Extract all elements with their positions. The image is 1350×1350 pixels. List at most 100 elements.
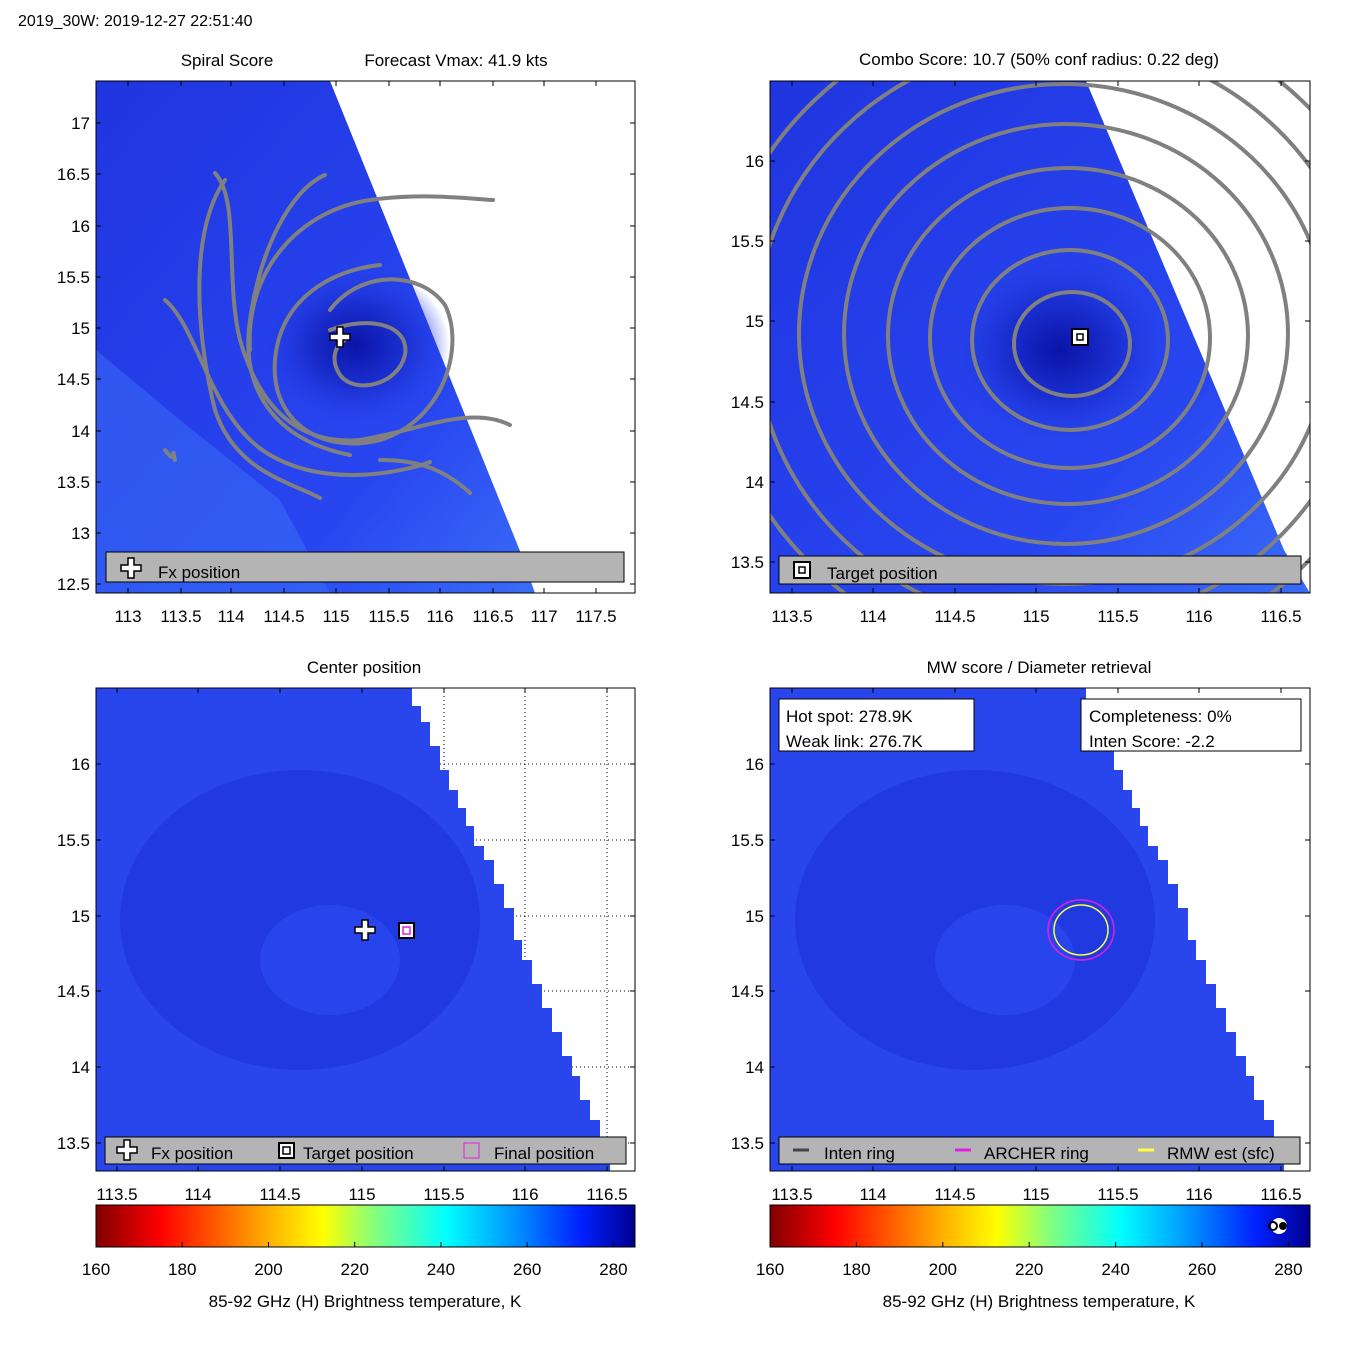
x-tick-label: 114.5 — [263, 607, 304, 626]
y-tick-label: 16.5 — [57, 165, 90, 184]
x-tick-label: 116 — [1185, 607, 1212, 626]
x-tick-label: 115.5 — [1097, 607, 1138, 626]
legend-label: Target position — [303, 1144, 414, 1163]
colorbar-tick-label: 280 — [599, 1260, 627, 1279]
colorbar-tick-label: 200 — [254, 1260, 282, 1279]
y-tick-label: 16 — [745, 755, 764, 774]
final-legend-icon — [463, 1142, 480, 1159]
y-tick-label: 14.5 — [731, 393, 764, 412]
panel-spiral-score: Spiral Score Forecast Vmax: 41.9 kts — [57, 51, 636, 626]
x-tick-label: 115 — [322, 607, 349, 626]
legend-box — [104, 1136, 627, 1165]
y-tick-label: 15 — [71, 319, 90, 338]
x-tick-label: 113.5 — [771, 607, 812, 626]
x-tick-label: 113 — [114, 607, 141, 626]
x-tick-label: 115 — [1022, 1185, 1049, 1204]
eye-symbol-icon — [1268, 1218, 1287, 1234]
legend-label: Target position — [827, 564, 938, 583]
legend-label: ARCHER ring — [984, 1144, 1089, 1163]
panel-center-position: Center position — [57, 658, 636, 1204]
target-marker — [398, 922, 415, 939]
colorbar-right: 160 180 200 220 240 260 280 85-92 GHz (H) Brig… — [756, 1204, 1311, 1311]
panel-title: Combo Score: 10.7 (50% conf radius: 0.22… — [859, 50, 1219, 69]
y-tick-label: 15 — [745, 907, 764, 926]
y-tick-label: 15.5 — [57, 831, 90, 850]
colorbar-tick-label: 220 — [1015, 1260, 1043, 1279]
spiral-contours — [163, 171, 512, 500]
colorbar-tick-label: 260 — [1188, 1260, 1216, 1279]
y-tick-label: 16 — [745, 152, 764, 171]
legend-label: Inten ring — [824, 1144, 895, 1163]
x-tick-label: 116 — [426, 607, 453, 626]
x-tick-label: 113.5 — [160, 607, 201, 626]
fx-marker — [329, 326, 351, 348]
x-tick-label: 117 — [530, 607, 557, 626]
colorbar — [95, 1204, 636, 1248]
y-tick-label: 13.5 — [731, 1134, 764, 1153]
x-tick-label: 114.5 — [934, 1185, 975, 1204]
x-tick-label: 114 — [859, 1185, 886, 1204]
colorbar-label: 85-92 GHz (H) Brightness temperature, K — [209, 1292, 522, 1311]
rmw-ring — [1053, 904, 1109, 956]
panel-title: MW score / Diameter retrieval — [927, 658, 1152, 677]
y-tick-label: 14 — [745, 473, 764, 492]
target-legend-icon — [278, 1142, 295, 1159]
legend-label: Fx position — [158, 563, 240, 582]
archer-ring — [1047, 899, 1115, 961]
legend-box — [105, 551, 625, 583]
panel-title: Center position — [307, 658, 421, 677]
hot-spot-text: Hot spot: 278.9K — [786, 707, 913, 726]
y-tick-label: 16 — [71, 755, 90, 774]
hotspot-box — [778, 698, 975, 752]
target-marker — [1071, 328, 1089, 346]
legend-label: RMW est (sfc) — [1167, 1144, 1275, 1163]
x-tick-label: 116 — [511, 1185, 538, 1204]
fx-legend-icon — [120, 557, 142, 579]
x-tick-label: 115 — [1022, 607, 1049, 626]
warm-band — [96, 350, 330, 593]
colorbar-tick-label: 180 — [168, 1260, 196, 1279]
y-tick-label: 14 — [71, 422, 90, 441]
x-tick-label: 115 — [348, 1185, 375, 1204]
colorbar-tick-label: 200 — [929, 1260, 957, 1279]
axes: 113 113.5 114 114.5 115 115.5 116 116.5 117 117.5… — [57, 81, 635, 626]
y-tick-label: 13 — [71, 524, 90, 543]
x-tick-label: 116.5 — [1260, 607, 1301, 626]
x-tick-label: 115.5 — [368, 607, 409, 626]
x-tick-label: 113.5 — [96, 1185, 137, 1204]
colorbar-tick-label: 160 — [82, 1260, 110, 1279]
colorbar-tick-label: 260 — [513, 1260, 541, 1279]
y-tick-label: 16 — [71, 217, 90, 236]
y-tick-label: 14.5 — [731, 982, 764, 1001]
x-tick-label: 114.5 — [259, 1185, 300, 1204]
eye-region — [935, 905, 1075, 1015]
x-tick-label: 114 — [859, 607, 886, 626]
x-tick-label: 113.5 — [771, 1185, 812, 1204]
colorbar-tick-label: 160 — [756, 1260, 784, 1279]
colorbar — [769, 1204, 1311, 1248]
x-tick-label: 117.5 — [575, 607, 616, 626]
y-tick-label: 14.5 — [57, 982, 90, 1001]
storm-core — [950, 255, 1170, 445]
target-legend-icon — [793, 561, 811, 579]
y-tick-label: 13.5 — [57, 1134, 90, 1153]
x-tick-label: 116.5 — [586, 1185, 627, 1204]
x-tick-label: 116.5 — [1260, 1185, 1301, 1204]
y-tick-label: 14.5 — [57, 370, 90, 389]
x-tick-label: 115.5 — [1097, 1185, 1138, 1204]
y-tick-label: 15.5 — [57, 268, 90, 287]
colorbar-label: 85-92 GHz (H) Brightness temperature, K — [883, 1292, 1196, 1311]
colorbar-tick-label: 180 — [842, 1260, 870, 1279]
panel-combo-score: Combo Score: 10.7 (50% conf radius: 0.22… — [731, 50, 1311, 626]
y-tick-label: 15 — [745, 312, 764, 331]
fx-marker — [354, 919, 376, 941]
eye-region — [260, 905, 400, 1015]
y-tick-label: 14 — [745, 1058, 764, 1077]
panel-title: Spiral Score — [181, 51, 274, 70]
colorbar-tick-label: 240 — [1101, 1260, 1129, 1279]
x-tick-label: 114.5 — [934, 607, 975, 626]
forecast-vmax: Forecast Vmax: 41.9 kts — [364, 51, 547, 70]
colorbar-tick-label: 280 — [1274, 1260, 1302, 1279]
y-tick-label: 13.5 — [57, 473, 90, 492]
